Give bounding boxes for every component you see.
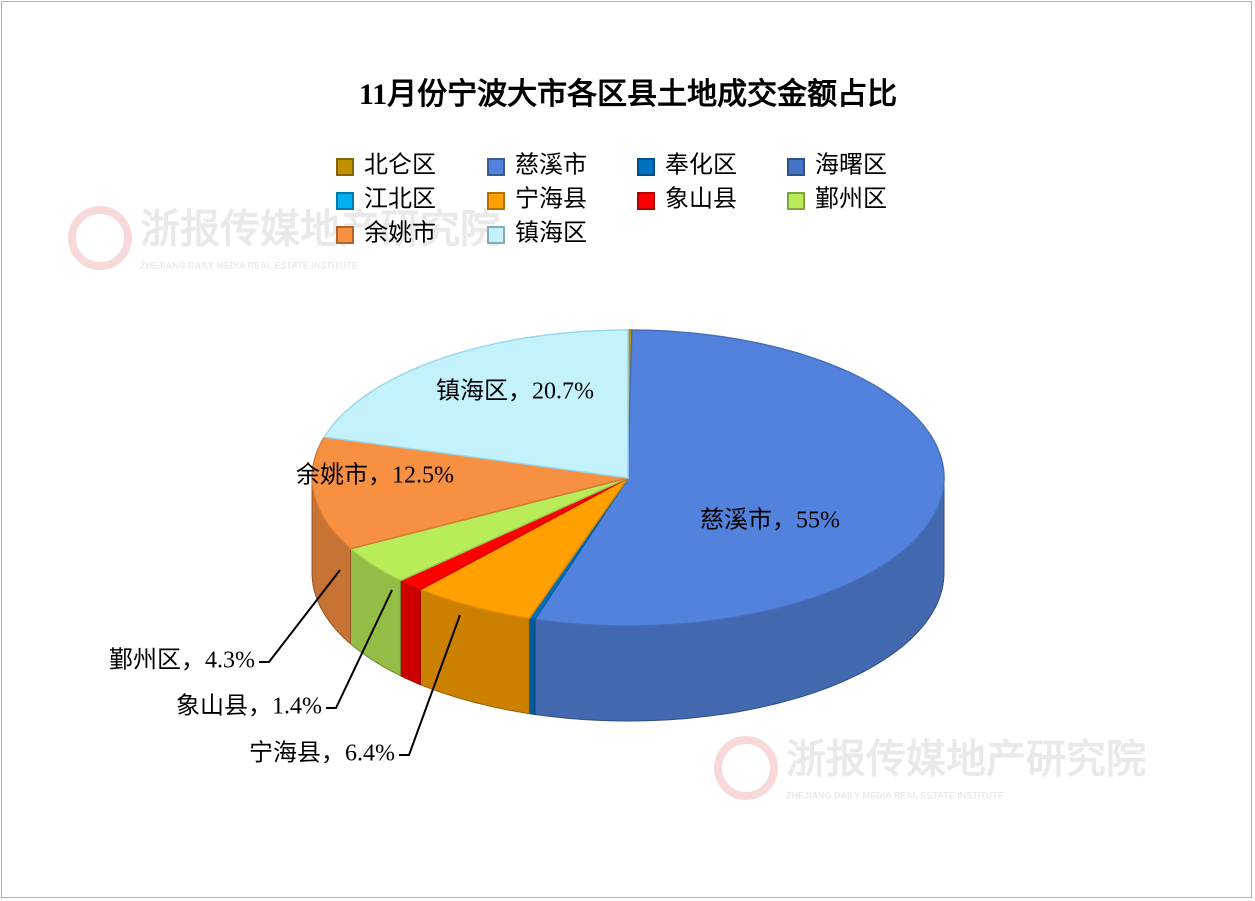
- pie-slice: [323, 329, 629, 479]
- pie-slice-side: [528, 618, 536, 715]
- pie-slice: [311, 436, 629, 550]
- data-label: 余姚市，12.5%: [296, 462, 454, 489]
- legend-label: 宁海县: [515, 186, 587, 213]
- chart-title: 11月份宁波大市各区县土地成交金额占比: [359, 77, 897, 111]
- legend-label: 江北区: [364, 186, 436, 213]
- data-label: 宁海县，6.4%: [249, 740, 395, 767]
- legend-label: 北仑区: [364, 152, 436, 179]
- legend-swatch: [637, 192, 655, 210]
- legend-label: 海曙区: [815, 152, 887, 179]
- data-label: 象山县，1.4%: [176, 693, 322, 720]
- legend-label: 象山县: [665, 186, 737, 213]
- watermark-subtitle: ZHEJIANG DAILY MEDIA REAL ESTATE INSTITU…: [140, 260, 358, 270]
- legend-swatch: [336, 226, 354, 244]
- legend-swatch: [487, 226, 505, 244]
- legend-swatch: [487, 192, 505, 210]
- data-label: 镇海区，20.7%: [436, 378, 594, 405]
- legend-label: 奉化区: [665, 152, 737, 179]
- legend-swatch: [787, 192, 805, 210]
- watermark-subtitle: ZHEJIANG DAILY MEDIA REAL ESTATE INSTITU…: [786, 790, 1004, 800]
- pie-slice: [418, 477, 629, 620]
- legend-swatch: [336, 192, 354, 210]
- legend-label: 余姚市: [364, 220, 436, 247]
- data-label: 鄞州区，4.3%: [109, 647, 255, 674]
- pie-tops: [311, 329, 945, 627]
- data-label: 慈溪市，55%: [700, 507, 840, 534]
- watermark-text: 浙报传媒地产研究院: [140, 208, 500, 252]
- watermark-text: 浙报传媒地产研究院: [786, 738, 1146, 782]
- pie-slice: [348, 477, 629, 582]
- pie-slice-side: [399, 579, 421, 686]
- watermark-logo: [68, 206, 132, 270]
- leader-line: [399, 614, 461, 756]
- legend-label: 鄞州区: [815, 186, 887, 213]
- watermark-logo: [714, 736, 778, 800]
- legend-swatch: [487, 158, 505, 176]
- leader-line: [326, 589, 393, 709]
- watermark: 浙报传媒地产研究院 ZHEJIANG DAILY MEDIA REAL ESTA…: [68, 206, 1146, 800]
- leader-line: [259, 569, 341, 663]
- pie-slice: [533, 329, 945, 627]
- legend-label: 慈溪市: [515, 152, 587, 179]
- legend-swatch: [336, 158, 354, 176]
- pie-sides: [311, 477, 945, 722]
- legend-swatch: [637, 158, 655, 176]
- legend-swatch: [787, 158, 805, 176]
- legend-label: 镇海区: [515, 220, 587, 247]
